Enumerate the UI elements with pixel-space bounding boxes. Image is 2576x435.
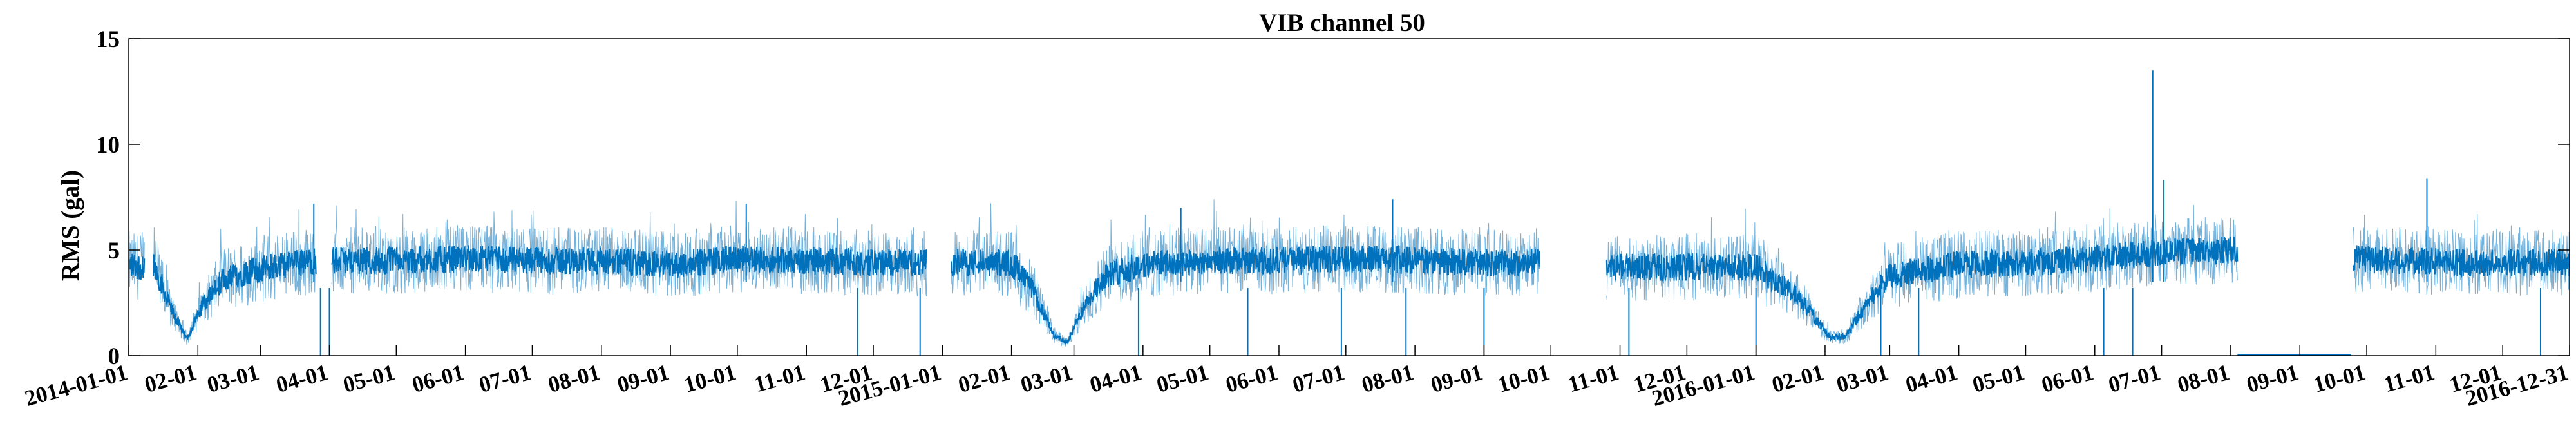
x-tick-label-34: 11-01 [2381,360,2437,397]
x-tick-label-18: 07-01 [1290,360,1347,398]
series-segment-6 [2353,214,2570,296]
x-tick-label-7: 08-01 [545,360,603,398]
series-segment-core-2 [331,245,928,278]
series-segment-core-0 [128,253,146,280]
series-segment-core-1 [153,248,317,340]
x-tick-label-22: 11-01 [1565,360,1621,397]
x-tick-label-21: 10-01 [1495,360,1552,398]
y-tick-label-1: 5 [108,238,120,264]
x-tick-label-13: 02-01 [956,360,1013,398]
y-tick-label-3: 15 [96,26,120,53]
x-tick-label-14: 03-01 [1018,360,1075,398]
x-tick-label-4: 05-01 [340,360,397,398]
x-tick-label-33: 10-01 [2311,360,2368,398]
x-tick-label-16: 05-01 [1154,360,1211,398]
x-tick-label-32: 09-01 [2244,360,2301,398]
x-tick-label-1: 02-01 [142,360,199,398]
x-tick-label-10: 11-01 [752,360,808,397]
x-tick-label-26: 03-01 [1833,360,1891,398]
x-tick-label-28: 05-01 [1970,360,2027,398]
x-tick-label-19: 08-01 [1359,360,1416,398]
x-tick-label-2: 03-01 [204,360,261,398]
y-axis-ticks: 0 5 10 15 [96,26,2570,370]
x-tick-label-17: 06-01 [1223,360,1280,398]
series-segment-core-4 [1605,236,2239,342]
x-tick-label-8: 09-01 [614,360,672,398]
x-tick-label-20: 09-01 [1428,360,1486,398]
x-tick-label-9: 10-01 [681,360,739,398]
x-tick-label-31: 08-01 [2175,360,2232,398]
x-tick-label-6: 07-01 [477,360,534,398]
x-tick-label-30: 07-01 [2106,360,2163,398]
x-tick-label-15: 04-01 [1087,360,1144,398]
series-segment-core-6 [2353,245,2570,278]
x-tick-label-25: 02-01 [1769,360,1826,398]
x-tick-label-29: 06-01 [2039,360,2096,398]
plot-area [128,38,2570,356]
x-tick-label-27: 04-01 [1903,360,1960,398]
series-segment-core-3 [951,244,1540,345]
x-tick-label-3: 04-01 [274,360,331,398]
series-segment-2 [331,200,927,296]
x-tick-label-5: 06-01 [410,360,467,398]
x-tick-label-0: 2014-01-01 [22,360,130,411]
axes-box [128,38,2570,356]
chart-title: VIB channel 50 [1259,9,1425,37]
y-tick-label-0: 0 [108,343,120,370]
y-tick-label-2: 10 [96,132,120,159]
y-axis-label: RMS (gal) [57,170,84,281]
